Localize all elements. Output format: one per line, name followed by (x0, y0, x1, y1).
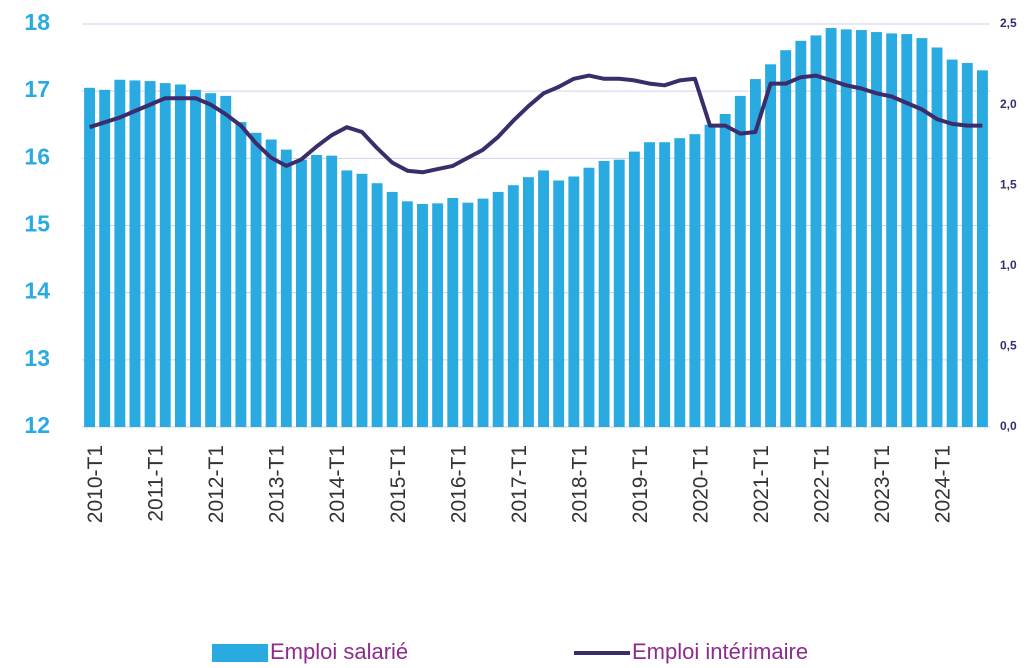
bar (462, 202, 474, 427)
x-tick-label: 2010-T1 (84, 445, 107, 523)
bar (765, 64, 777, 428)
bar (159, 83, 171, 428)
y-tick-label: 17 (24, 76, 50, 102)
y2-tick-label: 2,0 (1000, 97, 1017, 111)
bar (901, 34, 913, 427)
bar (795, 40, 807, 428)
bar (507, 185, 519, 427)
legend-label: Emploi intérimaire (632, 639, 808, 664)
bar (311, 154, 323, 427)
bar (916, 38, 928, 427)
x-tick-label: 2019-T1 (629, 445, 652, 523)
y-tick-label: 14 (24, 278, 50, 304)
bar (674, 138, 686, 427)
bar (371, 183, 383, 427)
bar (583, 167, 595, 427)
y2-tick-label: 1,0 (1000, 258, 1017, 272)
y-tick-label: 13 (24, 345, 50, 371)
bar (356, 173, 368, 427)
x-tick-label: 2012-T1 (205, 445, 228, 523)
bar (628, 151, 640, 427)
bar (522, 177, 534, 427)
x-tick-label: 2018-T1 (568, 445, 591, 523)
bar (538, 170, 550, 427)
bar (931, 47, 943, 428)
bar (432, 203, 444, 427)
bar (976, 70, 988, 427)
x-tick-label: 2013-T1 (266, 445, 289, 523)
bar (99, 89, 111, 427)
legend-label: Emploi salarié (270, 639, 408, 664)
bar (644, 142, 655, 428)
bar (326, 155, 338, 427)
x-tick-label: 2024-T1 (932, 445, 955, 523)
bar (961, 62, 973, 427)
legend-swatch (212, 644, 268, 662)
bar (734, 95, 746, 427)
bar (250, 132, 262, 427)
bar (190, 89, 201, 427)
bar (341, 170, 353, 427)
bar (946, 59, 958, 428)
bar (174, 84, 186, 427)
bar (386, 191, 398, 427)
x-tick-label: 2011-T1 (145, 445, 168, 522)
bar (810, 35, 822, 427)
x-tick-label: 2022-T1 (811, 445, 834, 523)
bar (780, 50, 792, 427)
y-tick-label: 12 (24, 412, 50, 438)
y-tick-label: 16 (24, 143, 50, 169)
bar (553, 180, 565, 427)
bar (749, 79, 761, 428)
bar (477, 198, 489, 427)
bar (855, 30, 867, 427)
x-tick-label: 2014-T1 (326, 445, 349, 523)
bar (871, 32, 882, 428)
bar (235, 122, 247, 428)
bar (659, 142, 671, 428)
bar (492, 191, 504, 427)
bar (295, 159, 307, 427)
line (88, 73, 983, 175)
bar (886, 33, 898, 428)
bar (598, 161, 610, 427)
bar (613, 159, 625, 427)
x-tick-label: 2016-T1 (447, 445, 470, 523)
bar (144, 81, 156, 427)
y2-tick-label: 0,5 (1000, 339, 1017, 353)
x-tick-label: 2020-T1 (689, 445, 712, 523)
bar (265, 139, 277, 427)
y2-tick-label: 1,5 (1000, 177, 1017, 191)
x-tick-label: 2021-T1 (750, 445, 773, 523)
bar (719, 114, 731, 428)
bar (114, 79, 126, 427)
bar (704, 124, 716, 427)
bar (568, 176, 580, 427)
bar (280, 149, 292, 427)
y-tick-label: 18 (24, 9, 50, 35)
bar (825, 28, 837, 428)
x-tick-label: 2023-T1 (871, 445, 894, 523)
bar (447, 197, 459, 427)
y2-tick-label: 2,5 (1000, 16, 1017, 30)
bar (84, 87, 96, 427)
y-tick-label: 15 (24, 211, 50, 237)
bar (129, 80, 141, 428)
bar (401, 201, 413, 427)
x-tick-label: 2015-T1 (387, 445, 410, 523)
bar (220, 95, 232, 427)
bar (205, 93, 217, 427)
bar (417, 204, 428, 427)
y2-tick-label: 0,0 (1000, 419, 1017, 433)
bar (689, 134, 701, 428)
bar (840, 29, 852, 428)
x-tick-label: 2017-T1 (508, 445, 531, 523)
